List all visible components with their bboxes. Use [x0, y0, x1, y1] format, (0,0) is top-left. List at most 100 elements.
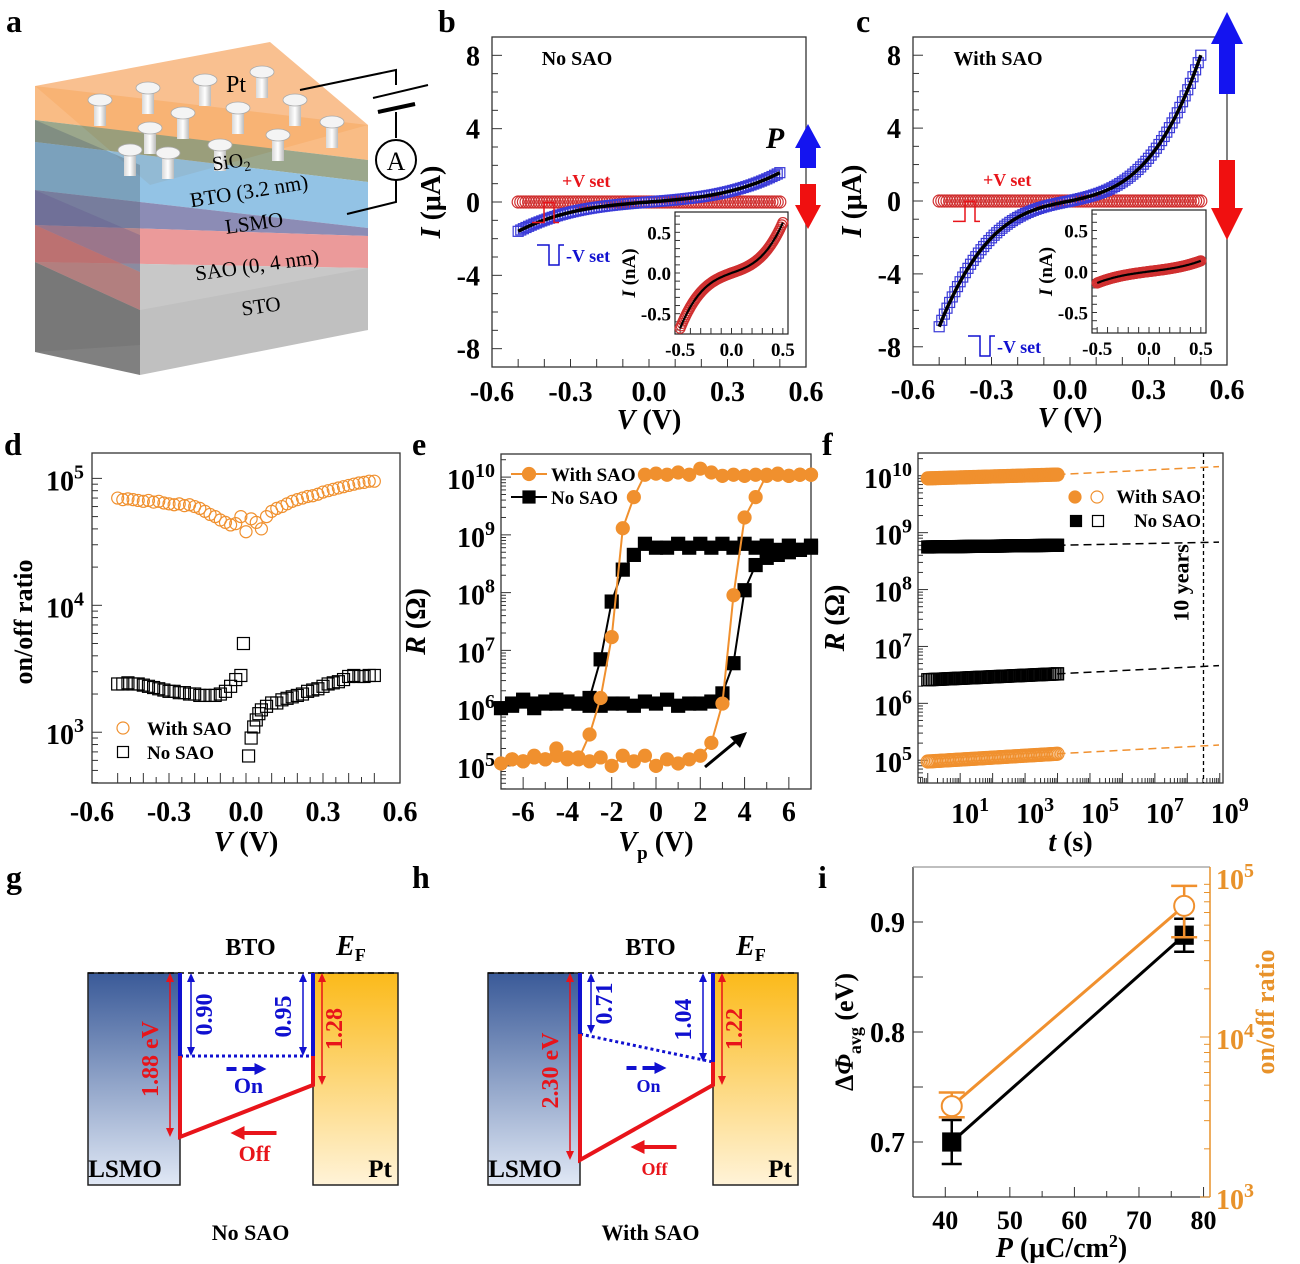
data-point — [549, 741, 564, 756]
legend-marker-no-sao — [116, 745, 130, 759]
fermi-level-label: EF — [335, 931, 366, 965]
data-point — [336, 672, 351, 687]
series-0 — [920, 465, 1220, 486]
data-point — [208, 688, 222, 703]
layer-pt — [35, 86, 368, 160]
data-point — [167, 498, 181, 512]
legend-marker-with-sao-open — [1090, 490, 1104, 504]
legend-marker-no-sao-open — [1091, 514, 1105, 528]
data-point — [141, 679, 156, 693]
lsmo-label: LSMO — [488, 1156, 562, 1183]
series-line — [500, 467, 811, 768]
panel-label-e: e — [412, 426, 426, 462]
data-point — [367, 474, 381, 488]
right-barrier-arrow-head-top — [318, 973, 326, 982]
lsmo-block — [87, 972, 181, 1186]
electrode-cap — [319, 115, 345, 129]
polarization-up-arrow-icon — [795, 124, 821, 168]
data-point — [116, 677, 130, 691]
on-left-value: 0.71 — [592, 983, 618, 1025]
series-barrier — [941, 917, 1195, 1166]
on-left-arrow-head-bottom — [187, 1047, 195, 1056]
x-tick-label: -0.6 — [891, 375, 935, 406]
left-barrier-arrow-head-top — [166, 973, 174, 982]
pt-electrode — [137, 121, 163, 154]
data-point — [352, 476, 366, 490]
right-y-axis-label: on/off ratio — [1251, 950, 1280, 1075]
data-point — [342, 478, 356, 493]
data-point — [147, 680, 161, 695]
data-point — [626, 754, 641, 769]
data-point — [648, 758, 664, 773]
right-barrier-value: 1.22 — [722, 1008, 748, 1050]
x-tick-label: -0.3 — [147, 797, 191, 828]
on-left-value: 0.90 — [192, 994, 218, 1036]
data-point — [342, 669, 356, 684]
data-point — [626, 547, 641, 562]
data-point — [234, 509, 248, 524]
inset-y-tick-label: 0.0 — [647, 264, 671, 285]
data-point — [290, 493, 304, 507]
data-point — [157, 683, 171, 697]
legend-label-with-sao: With SAO — [551, 465, 636, 486]
inset-y-tick-label: 0.0 — [1064, 263, 1088, 284]
data-point — [136, 494, 150, 508]
off-direction-arrow-icon — [630, 1140, 645, 1154]
y-tick-label: -4 — [878, 260, 901, 291]
data-point — [936, 314, 948, 326]
data-point — [626, 490, 641, 505]
layer-label-sio2: SiO2 — [211, 149, 252, 180]
legend: With SAO No SAO — [116, 719, 232, 764]
x-tick-label: -0.3 — [969, 375, 1013, 406]
fit-line — [937, 54, 1203, 328]
data-point — [177, 686, 191, 700]
pulse-neg-icon — [968, 335, 995, 357]
y-tick-label: 0 — [887, 187, 901, 218]
x-tick-label: 70 — [1126, 1206, 1152, 1235]
data-point — [637, 748, 653, 763]
y-tick-label: 106 — [874, 686, 912, 722]
neg-set-annotation: -V set — [968, 335, 1041, 357]
data-point — [162, 497, 176, 511]
pulse-pos-icon — [953, 200, 980, 223]
data-point — [933, 321, 945, 333]
pt-electrode — [192, 73, 218, 106]
series-no-sao — [111, 636, 381, 763]
right-barrier-value: 1.28 — [322, 1008, 348, 1050]
off-direction-arrow-icon — [230, 1126, 245, 1140]
inset-x-tick-label: 0.0 — [720, 340, 744, 361]
panel-label-g: g — [6, 859, 22, 895]
sto-front — [140, 268, 368, 375]
pt-electrode — [282, 93, 308, 126]
y-tick-label: 106 — [457, 691, 495, 727]
data-point — [157, 496, 171, 510]
data-point — [254, 522, 268, 536]
electrode-stem — [124, 150, 136, 176]
sweep-arrow-shaft — [704, 736, 741, 769]
data-point — [362, 474, 376, 488]
x-tick-label: -0.6 — [70, 797, 114, 828]
data-point — [244, 731, 258, 745]
on-left-arrow-head-bottom — [587, 1025, 595, 1034]
panel-label-f: f — [822, 426, 833, 462]
series-1 — [921, 538, 1220, 554]
series-line — [500, 542, 812, 710]
left-barrier-arrow-head-bottom — [566, 1151, 574, 1160]
x-tick-label: 103 — [1016, 794, 1054, 830]
data-point — [126, 493, 140, 507]
x-tick-label: -0.3 — [548, 377, 592, 408]
layer-lsmo — [35, 190, 368, 236]
lsmo-side-shade — [35, 190, 140, 272]
right-y-tick-label: 105 — [1216, 860, 1254, 896]
data-point — [1187, 71, 1199, 83]
legend-label-with-sao: With SAO — [147, 719, 232, 740]
inset-y-tick-label: 0.5 — [647, 223, 671, 244]
data-point — [593, 750, 608, 765]
x-tick-label: 0.3 — [1131, 375, 1166, 406]
data-point — [111, 491, 125, 505]
data-point — [177, 499, 191, 513]
data-point — [771, 168, 783, 180]
polarization-arrows — [1211, 12, 1243, 240]
pulse-neg-icon — [537, 244, 564, 266]
off-label: Off — [239, 1141, 271, 1166]
